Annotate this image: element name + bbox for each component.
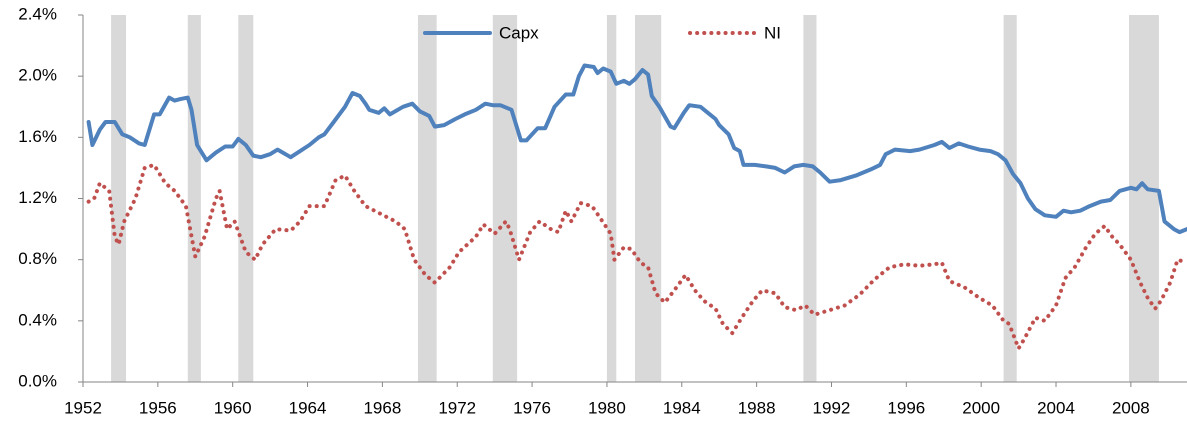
x-tick-label: 2004 [1037,398,1075,417]
recession-band [635,15,662,382]
recession-band [111,15,127,382]
recession-band [417,15,437,382]
recession-band [803,15,817,382]
x-tick-label: 1956 [139,398,177,417]
x-tick-label: 1988 [738,398,776,417]
legend-label: Capx [499,23,539,42]
y-tick-label: 0.4% [18,310,57,329]
y-tick-label: 0.0% [18,371,57,390]
x-tick-label: 2008 [1112,398,1150,417]
x-tick-label: 1964 [289,398,327,417]
y-tick-label: 1.2% [18,188,57,207]
x-tick-label: 1996 [887,398,925,417]
recession-band [238,15,254,382]
x-tick-label: 1972 [438,398,476,417]
x-tick-label: 1952 [64,398,102,417]
x-tick-label: 1992 [813,398,851,417]
recession-band [187,15,201,382]
recession-band [1128,15,1159,382]
y-tick-label: 2.0% [18,66,57,85]
y-tick-label: 1.6% [18,127,57,146]
x-tick-label: 1968 [363,398,401,417]
x-tick-label: 1976 [513,398,551,417]
series-line [86,63,1187,235]
y-tick-label: 0.8% [18,249,57,268]
recession-band [492,15,518,382]
recession-band [1003,15,1017,382]
x-tick-label: 1984 [663,398,701,417]
recession-band [606,15,617,382]
y-tick-label: 2.4% [18,4,57,23]
legend-label: NI [764,23,781,42]
x-tick-label: 1960 [214,398,252,417]
series-line [86,162,1187,351]
x-tick-label: 1980 [588,398,626,417]
x-tick-label: 2000 [962,398,1000,417]
